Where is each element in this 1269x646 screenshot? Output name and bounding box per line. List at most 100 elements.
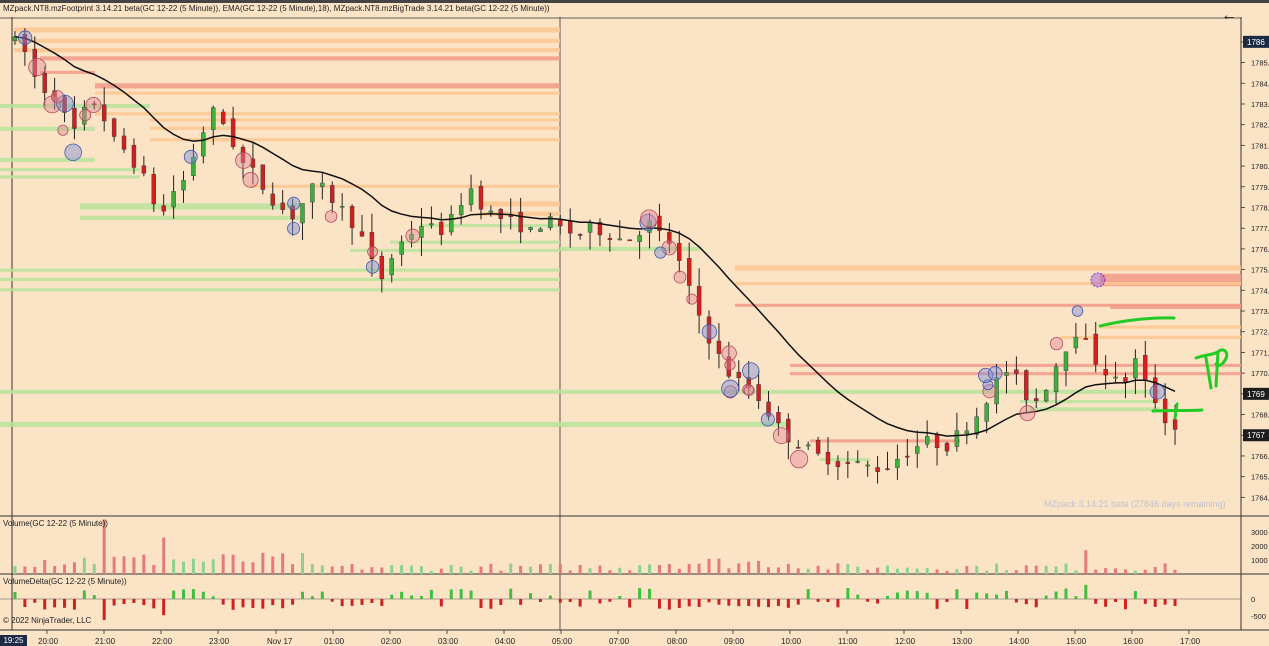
volume-bar: [132, 557, 136, 574]
delta-bar: [905, 590, 909, 599]
candle-body: [240, 147, 246, 164]
volume-bar: [182, 561, 186, 574]
x-tick-label: 04:00: [495, 637, 516, 646]
candle-body: [805, 444, 811, 447]
big-trade-bubble: [982, 384, 997, 399]
candle-body: [657, 215, 662, 231]
delta-bar: [667, 599, 671, 610]
candle-body: [548, 216, 553, 229]
delta-bar: [112, 599, 116, 606]
delta-bar: [886, 595, 889, 599]
big-trade-bubble: [56, 94, 74, 113]
footprint-level-band: [80, 215, 300, 220]
delta-bar: [350, 599, 354, 606]
footprint-level-band: [1020, 400, 1160, 404]
delta-bar: [43, 599, 47, 610]
volume-bar: [330, 566, 334, 574]
volume-bar: [469, 570, 473, 574]
volume-bar: [519, 565, 523, 574]
delta-bar: [429, 589, 433, 599]
candle-body: [300, 203, 305, 224]
candle-body: [101, 104, 107, 122]
candle-body: [478, 185, 484, 210]
delta-bar: [320, 591, 324, 599]
delta-bar: [162, 599, 166, 616]
delta-bar: [439, 599, 443, 607]
delta-bar: [1173, 599, 1177, 607]
footprint-level-band: [14, 27, 560, 33]
delta-bar: [965, 599, 969, 610]
footprint-level-band: [250, 184, 560, 188]
volume-bar: [578, 565, 582, 574]
x-tick-label: 21:00: [95, 637, 116, 646]
candle-body: [1073, 337, 1079, 349]
volume-bar: [1084, 550, 1088, 574]
volume-bar: [1004, 570, 1008, 574]
x-tick-label: 14:00: [1009, 637, 1030, 646]
big-trade-bubble: [183, 149, 198, 164]
big-trade-bubble: [654, 246, 667, 259]
delta-bar: [687, 599, 691, 607]
big-trade-bubble: [365, 260, 380, 274]
watermark: MZpack 3.14.21 beta (27846 days remainin…: [1044, 499, 1226, 509]
volume-bar: [618, 567, 622, 574]
delta-bar: [1004, 590, 1008, 599]
time-tag: 19:25: [0, 635, 27, 646]
y-tick-label: 1771.0: [1251, 348, 1269, 357]
delta-bar: [400, 591, 404, 599]
footprint-level-band: [0, 389, 1160, 394]
top-border: [0, 0, 1269, 3]
delta-bar: [677, 599, 681, 608]
candle-body: [389, 258, 394, 276]
candle-body: [597, 222, 603, 236]
delta-bar: [1024, 599, 1028, 605]
candle-body: [855, 461, 860, 463]
delta-bar: [1123, 599, 1127, 610]
delta-bar: [72, 599, 76, 610]
volume-bar: [449, 565, 453, 574]
back-arrow-icon[interactable]: ←: [1221, 7, 1237, 24]
big-trade-bubble: [79, 109, 92, 122]
delta-bar: [737, 599, 741, 607]
candle-body: [211, 107, 216, 130]
volume-bar: [945, 570, 949, 574]
candle-body: [1123, 377, 1128, 383]
candle-body: [488, 210, 494, 213]
footprint-level-band: [150, 126, 560, 130]
bubbles-group: [17, 30, 1165, 469]
delta-bar: [1084, 584, 1088, 599]
candle-body: [538, 228, 543, 232]
volume-bar: [687, 563, 691, 574]
chart-title: MZpack.NT8.mzFootprint 3.14.21 beta(GC 1…: [3, 4, 550, 13]
delta-bar: [33, 599, 37, 603]
y-tick-label: 1772.0: [1251, 328, 1269, 337]
big-trade-bubble: [51, 90, 65, 104]
volume-bar: [1133, 570, 1137, 574]
y-tick-label: 1782.0: [1251, 121, 1269, 130]
volume-bar: [598, 565, 602, 574]
delta-bar: [846, 588, 850, 599]
footprint-level-band: [95, 91, 560, 95]
candle-body: [796, 447, 801, 449]
delta-bar: [271, 599, 275, 606]
volume-tick-label: 1000: [1251, 556, 1268, 565]
candle-body: [131, 144, 137, 168]
candle-body: [409, 234, 414, 240]
volume-bar: [1034, 565, 1038, 574]
delta-bar: [985, 593, 989, 599]
volume-bar: [1074, 570, 1078, 574]
x-tick-label: 17:00: [1180, 637, 1201, 646]
candle-body: [1093, 333, 1098, 365]
delta-bar: [1163, 599, 1167, 605]
delta-bar: [370, 599, 374, 604]
x-tick-label: 16:00: [1123, 637, 1144, 646]
y-tick-label: 1785.0: [1251, 59, 1269, 68]
footprint-level-band: [420, 224, 560, 228]
x-tick-label: 20:00: [38, 637, 59, 646]
footprint-level-band: [95, 112, 560, 116]
x-tick-label: 13:00: [952, 637, 973, 646]
delta-bar: [767, 599, 771, 608]
volume-bar: [211, 559, 215, 574]
candle-body: [915, 446, 920, 454]
